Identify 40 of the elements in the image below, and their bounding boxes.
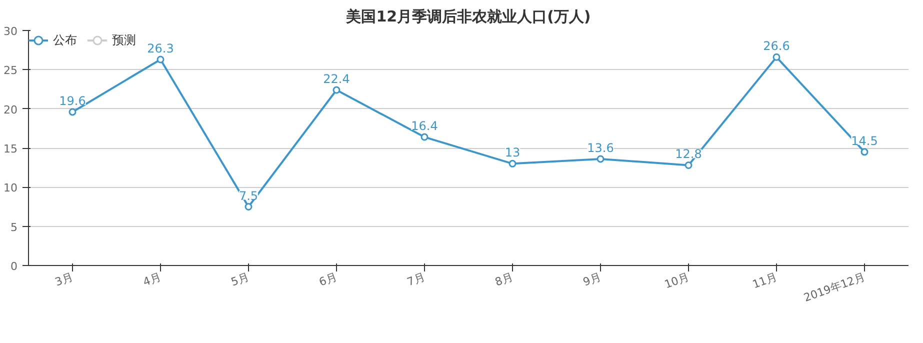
- x-tick-label: 8月: [493, 270, 515, 289]
- point: [420, 133, 428, 141]
- x-tick-label: 11月: [750, 270, 779, 292]
- x-tick-label: 7月: [405, 270, 427, 289]
- data-label: 12.8: [675, 147, 702, 162]
- point: [156, 56, 164, 64]
- point: [772, 53, 780, 61]
- data-label: 26.3: [147, 41, 174, 56]
- x-tick-label: 6月: [317, 270, 339, 289]
- x-tick-label: 5月: [229, 270, 251, 289]
- data-label: 13: [504, 146, 520, 160]
- x-tick-label: 9月: [581, 270, 603, 289]
- data-label: 14.5: [851, 134, 878, 148]
- point: [68, 108, 76, 116]
- chart-title: 美国12月季调后非农就业人口(万人): [345, 8, 591, 26]
- y-tick-label: 0: [10, 260, 18, 273]
- x-tick-label: 10月: [662, 270, 691, 292]
- legend-label: 预测: [112, 32, 136, 48]
- data-label: 22.4: [323, 72, 350, 86]
- x-tick-label: 3月: [53, 270, 75, 289]
- data-label: 7.5: [238, 188, 258, 203]
- point: [332, 86, 340, 94]
- y-tick-label: 15: [4, 142, 18, 156]
- y-tick-label: 10: [4, 182, 18, 195]
- point: [244, 203, 252, 210]
- point: [508, 160, 516, 168]
- y-tick-label: 20: [4, 103, 18, 116]
- point: [860, 148, 868, 156]
- x-tick-label: 4月: [141, 270, 163, 289]
- legend-label: 公布: [53, 32, 77, 48]
- point: [684, 161, 692, 169]
- x-tick-label: 2019年12月: [802, 270, 867, 304]
- data-label: 13.6: [587, 140, 614, 155]
- data-label: 26.6: [763, 39, 790, 54]
- y-tick-label: 30: [4, 25, 18, 38]
- y-tick-label: 25: [4, 64, 18, 78]
- data-label: 16.4: [411, 119, 438, 134]
- point: [596, 155, 604, 163]
- data-label: 19.6: [59, 94, 86, 108]
- y-tick-label: 5: [10, 220, 18, 234]
